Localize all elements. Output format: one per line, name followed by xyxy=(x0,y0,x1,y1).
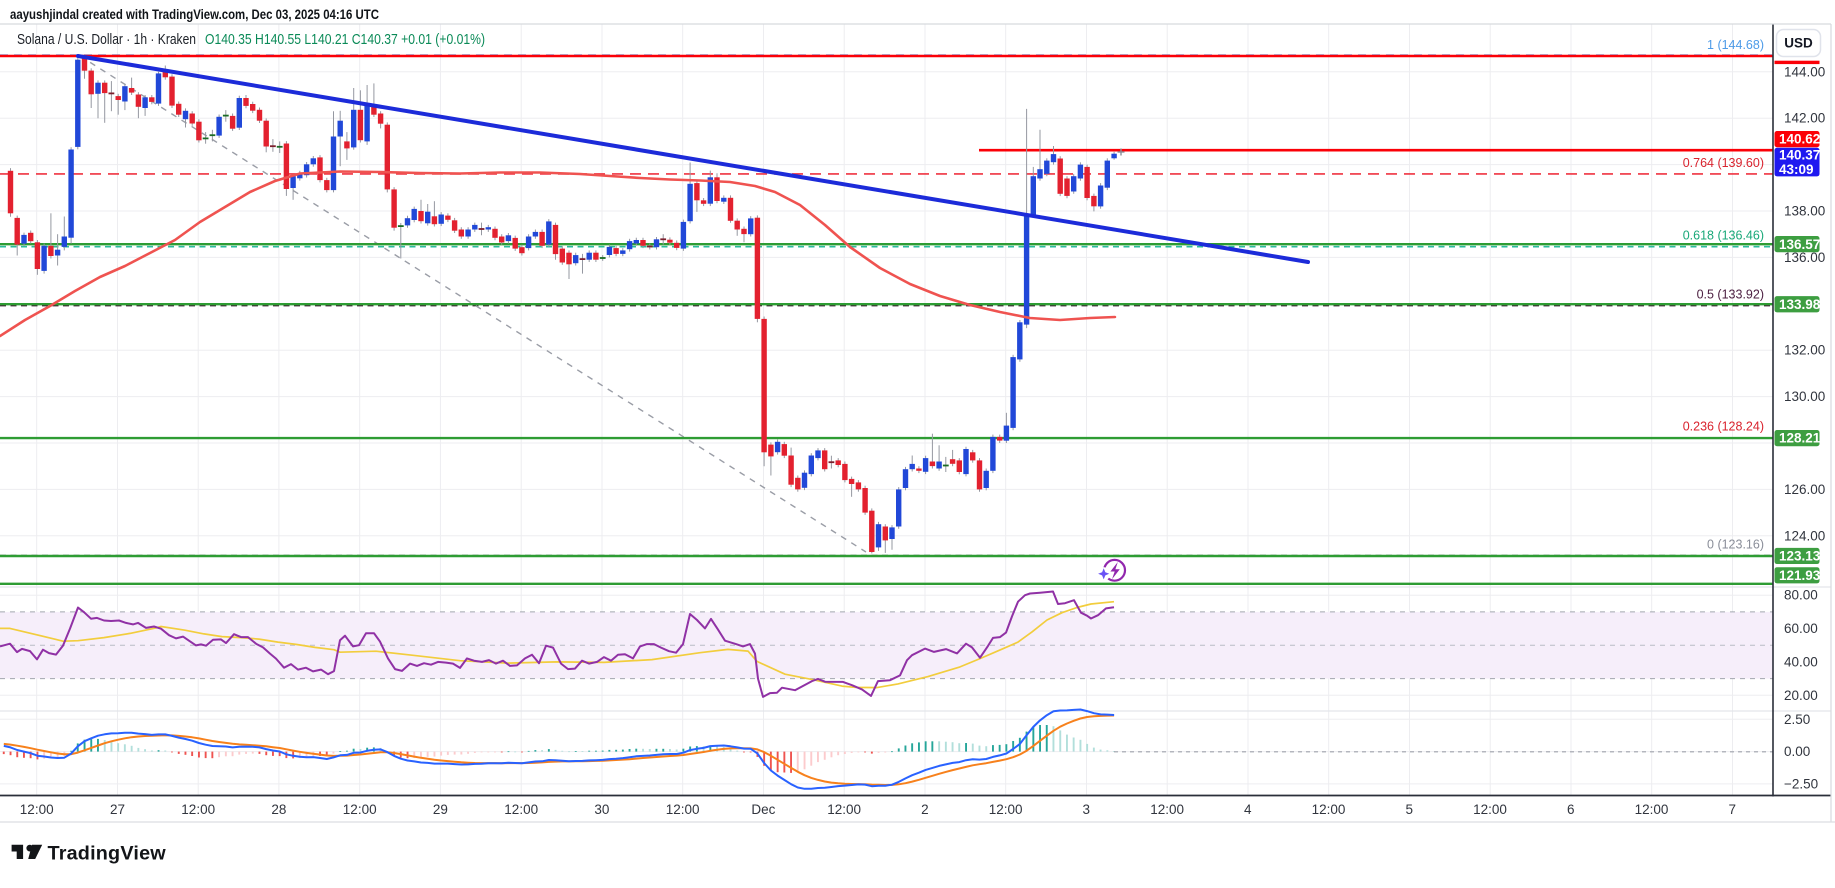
svg-text:80.00: 80.00 xyxy=(1784,588,1818,603)
svg-text:0.236 (128.24): 0.236 (128.24) xyxy=(1683,419,1764,433)
svg-text:40.00: 40.00 xyxy=(1784,654,1818,669)
svg-text:136.00: 136.00 xyxy=(1784,250,1825,265)
svg-text:136.57: 136.57 xyxy=(1779,237,1820,252)
svg-text:142.00: 142.00 xyxy=(1784,111,1825,126)
svg-text:12:00: 12:00 xyxy=(989,802,1023,817)
svg-text:30: 30 xyxy=(594,802,609,817)
svg-text:20.00: 20.00 xyxy=(1784,688,1818,703)
svg-text:aayushjindal created with Trad: aayushjindal created with TradingView.co… xyxy=(10,7,379,22)
svg-text:29: 29 xyxy=(433,802,448,817)
svg-text:12:00: 12:00 xyxy=(504,802,538,817)
svg-text:0 (123.16): 0 (123.16) xyxy=(1707,537,1764,551)
svg-text:12:00: 12:00 xyxy=(181,802,215,817)
svg-text:7: 7 xyxy=(1728,802,1736,817)
svg-text:124.00: 124.00 xyxy=(1784,528,1825,543)
svg-text:43:09: 43:09 xyxy=(1779,162,1814,177)
svg-text:USD: USD xyxy=(1784,36,1813,51)
svg-text:12:00: 12:00 xyxy=(666,802,700,817)
svg-text:144.00: 144.00 xyxy=(1784,64,1825,79)
svg-text:128.21: 128.21 xyxy=(1779,431,1821,446)
svg-text:12:00: 12:00 xyxy=(343,802,377,817)
svg-text:2: 2 xyxy=(921,802,929,817)
svg-text:27: 27 xyxy=(110,802,125,817)
svg-text:6: 6 xyxy=(1567,802,1575,817)
svg-text:4: 4 xyxy=(1244,802,1252,817)
svg-text:12:00: 12:00 xyxy=(20,802,54,817)
svg-text:3: 3 xyxy=(1083,802,1091,817)
svg-text:12:00: 12:00 xyxy=(1150,802,1184,817)
svg-text:0.00: 0.00 xyxy=(1784,744,1810,759)
svg-text:0.618 (136.46): 0.618 (136.46) xyxy=(1683,229,1764,243)
svg-text:140.62: 140.62 xyxy=(1779,132,1820,147)
svg-text:12:00: 12:00 xyxy=(1473,802,1507,817)
svg-text:130.00: 130.00 xyxy=(1784,389,1825,404)
svg-text:O140.35 H140.55 L140.21 C14: O140.35 H140.55 L140.21 C140.37 +0.01 (+… xyxy=(205,32,485,48)
svg-text:2.50: 2.50 xyxy=(1784,712,1810,727)
svg-text:12:00: 12:00 xyxy=(1312,802,1346,817)
svg-text:60.00: 60.00 xyxy=(1784,621,1818,636)
svg-text:133.98: 133.98 xyxy=(1779,297,1821,312)
svg-text:121.93: 121.93 xyxy=(1779,568,1821,583)
svg-text:0.5 (133.92): 0.5 (133.92) xyxy=(1697,288,1764,302)
svg-text:TradingView: TradingView xyxy=(48,843,167,865)
svg-text:12:00: 12:00 xyxy=(827,802,861,817)
svg-text:138.00: 138.00 xyxy=(1784,204,1825,219)
svg-text:Dec: Dec xyxy=(751,802,775,817)
svg-text:126.00: 126.00 xyxy=(1784,482,1825,497)
svg-text:28: 28 xyxy=(271,802,286,817)
svg-text:Solana / U.S. Dollar · 1h · Kr: Solana / U.S. Dollar · 1h · Kraken xyxy=(17,32,196,48)
svg-text:123.13: 123.13 xyxy=(1779,549,1821,564)
svg-text:0.764 (139.60): 0.764 (139.60) xyxy=(1683,156,1764,170)
svg-text:1 (144.68): 1 (144.68) xyxy=(1707,38,1764,52)
svg-text:140.37: 140.37 xyxy=(1779,148,1820,163)
svg-text:5: 5 xyxy=(1406,802,1414,817)
svg-text:132.00: 132.00 xyxy=(1784,343,1825,358)
svg-text:12:00: 12:00 xyxy=(1635,802,1669,817)
svg-text:−2.50: −2.50 xyxy=(1784,776,1818,791)
